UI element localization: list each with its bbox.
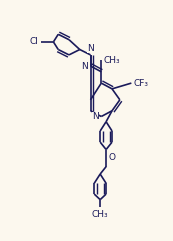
Text: O: O [109, 153, 116, 162]
Text: N: N [92, 112, 99, 121]
Text: CF₃: CF₃ [134, 79, 149, 88]
Text: N: N [87, 44, 94, 53]
Text: Cl: Cl [30, 37, 39, 47]
Text: N: N [81, 61, 88, 71]
Text: CH₃: CH₃ [104, 56, 120, 65]
Text: CH₃: CH₃ [92, 210, 108, 219]
